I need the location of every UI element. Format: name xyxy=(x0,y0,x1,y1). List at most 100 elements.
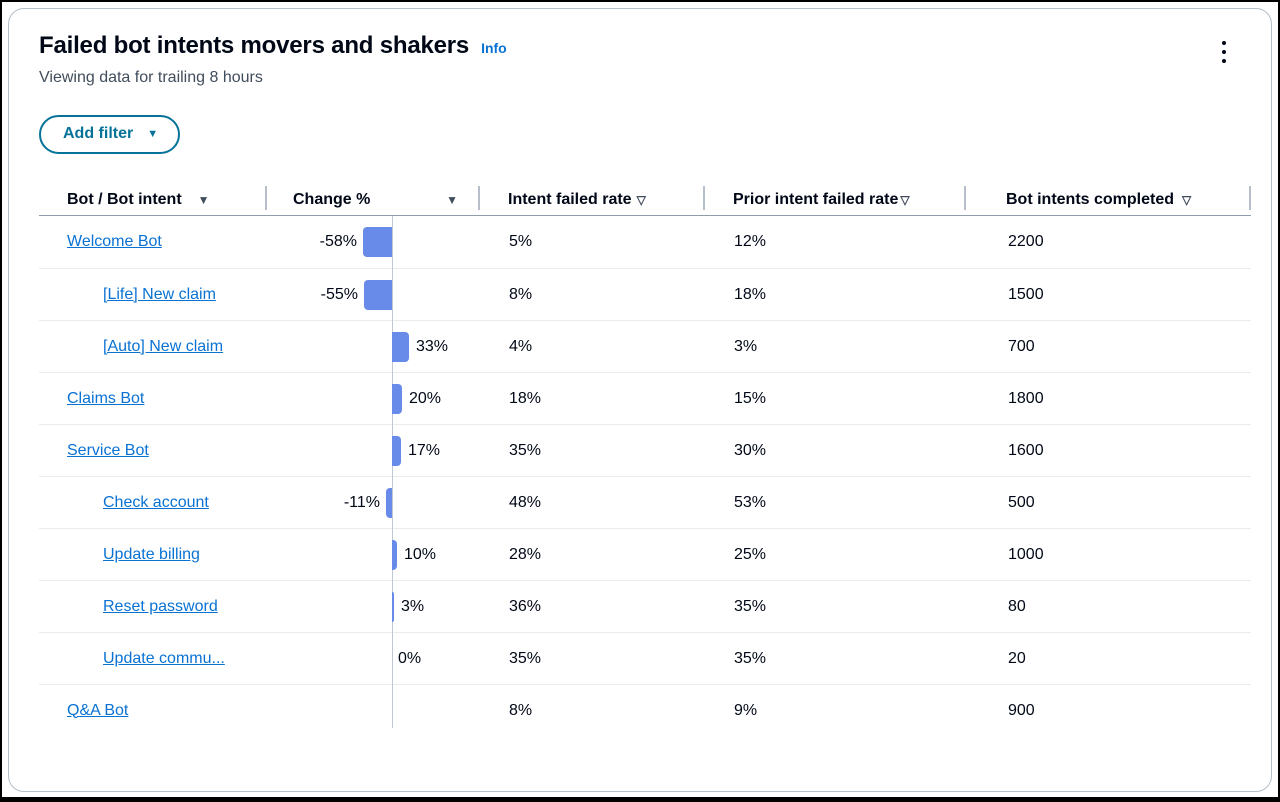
prior-intent-failed-rate-cell: 35% xyxy=(734,597,767,615)
outline-triangle-down-icon: ▽ xyxy=(636,192,646,207)
bot-intents-completed-cell: 2200 xyxy=(1008,233,1044,250)
header-text-block: Failed bot intents movers and shakers In… xyxy=(39,31,507,89)
kebab-menu-button[interactable] xyxy=(1207,35,1241,69)
change-bar xyxy=(392,435,401,466)
bot-intents-completed-cell: 1600 xyxy=(1008,441,1044,459)
change-bar xyxy=(392,383,402,414)
prior-intent-failed-rate-cell: 9% xyxy=(734,701,758,719)
intent-failed-rate-cell: 48% xyxy=(509,493,542,511)
intent-failed-rate-cell: 35% xyxy=(509,441,542,459)
bot-intent-link[interactable]: Update commu... xyxy=(103,649,225,667)
change-label: 3% xyxy=(401,597,425,615)
chart-axis-line xyxy=(392,216,393,728)
column-header-label: Bot / Bot intent xyxy=(67,190,182,208)
bot-intent-cell: Service Bot xyxy=(39,442,267,460)
outline-triangle-down-icon: ▽ xyxy=(900,192,910,207)
bot-intent-link[interactable]: Q&A Bot xyxy=(67,701,129,719)
prior-intent-failed-rate-cell: 18% xyxy=(734,285,767,303)
bot-intent-cell: Q&A Bot xyxy=(39,702,267,720)
info-link[interactable]: Info xyxy=(481,40,507,56)
bot-intent-link[interactable]: Service Bot xyxy=(67,441,149,459)
table-header-row: Bot / Bot intent ▼ Change % ▼ Intent failed … xyxy=(39,184,1251,216)
add-filter-button[interactable]: Add filter ▼ xyxy=(39,115,181,154)
prior-intent-failed-rate-cell: 15% xyxy=(734,389,767,407)
intent-failed-rate-cell: 36% xyxy=(509,597,542,615)
chevron-down-icon: ▼ xyxy=(147,127,159,140)
change-chart-cell: 0% xyxy=(267,633,480,685)
change-chart-cell: -58% xyxy=(267,216,480,268)
change-chart-cell: 10% xyxy=(267,529,480,581)
bot-intent-cell: Reset password xyxy=(39,598,267,616)
change-bar xyxy=(364,279,392,310)
intent-failed-rate-cell: 35% xyxy=(509,649,542,667)
bot-intent-cell: Welcome Bot xyxy=(39,233,267,251)
change-chart-cell: 33% xyxy=(267,321,480,373)
table-row: Update billing 10% 28% 25% 1000 xyxy=(39,528,1251,580)
change-chart-cell: 3% xyxy=(267,581,480,633)
table-body: Welcome Bot -58% 5% 12% 2200 [Life] New … xyxy=(39,216,1251,736)
viewing-data-subtitle: Viewing data for trailing 8 hours xyxy=(39,69,263,86)
intent-failed-rate-cell: 28% xyxy=(509,545,542,563)
change-label: -11% xyxy=(343,493,380,511)
change-bar xyxy=(392,591,394,622)
change-bar xyxy=(363,227,392,257)
change-label: 0% xyxy=(398,649,422,667)
table-row: Check account -11% 48% 53% 500 xyxy=(39,476,1251,528)
prior-intent-failed-rate-cell: 30% xyxy=(734,441,767,459)
intent-failed-rate-cell: 4% xyxy=(509,337,533,355)
prior-intent-failed-rate-cell: 12% xyxy=(734,233,767,250)
filled-triangle-down-icon: ▼ xyxy=(446,192,458,207)
change-label: -55% xyxy=(320,285,358,303)
page-title: Failed bot intents movers and shakers xyxy=(39,32,470,59)
prior-intent-failed-rate-cell: 35% xyxy=(734,649,767,667)
column-header-change[interactable]: Change % ▼ xyxy=(267,184,480,215)
bot-intent-link[interactable]: Welcome Bot xyxy=(67,233,162,250)
column-header-bot[interactable]: Bot / Bot intent ▼ xyxy=(39,184,267,215)
table-row: Update commu... 0% 35% 35% 20 xyxy=(39,632,1251,684)
kebab-menu-icon xyxy=(1222,41,1226,45)
add-filter-label: Add filter xyxy=(63,125,134,142)
widget-card: Failed bot intents movers and shakers In… xyxy=(8,8,1272,792)
bot-intent-cell: Update billing xyxy=(39,546,267,564)
column-header-bot-intents-completed[interactable]: Bot intents completed ▽ xyxy=(966,184,1251,215)
bot-intent-cell: [Auto] New claim xyxy=(39,338,267,356)
filled-triangle-down-icon: ▼ xyxy=(197,192,210,207)
change-label: 17% xyxy=(408,441,441,459)
bot-intent-cell: [Life] New claim xyxy=(39,286,267,304)
intent-failed-rate-cell: 18% xyxy=(509,389,542,407)
bot-intents-completed-cell: 80 xyxy=(1008,597,1026,615)
bot-intents-completed-cell: 700 xyxy=(1008,337,1035,355)
bot-intent-link[interactable]: Update billing xyxy=(103,545,200,563)
column-header-prior-intent-failed-rate[interactable]: Prior intent failed rate ▽ xyxy=(705,184,966,215)
table-row: Welcome Bot -58% 5% 12% 2200 xyxy=(39,216,1251,268)
bot-intents-completed-cell: 1800 xyxy=(1008,389,1044,407)
change-bar xyxy=(392,539,397,570)
column-header-label: Intent failed rate xyxy=(508,190,632,208)
bot-intent-cell: Update commu... xyxy=(39,650,267,668)
bot-intents-completed-cell: 900 xyxy=(1008,701,1035,719)
change-chart-cell: -55% xyxy=(267,269,480,321)
bot-intent-cell: Check account xyxy=(39,494,267,512)
bot-intent-link[interactable]: [Life] New claim xyxy=(103,285,216,303)
bot-intents-completed-cell: 1000 xyxy=(1008,545,1044,563)
table-row: [Auto] New claim 33% 4% 3% 700 xyxy=(39,320,1251,372)
column-header-label: Prior intent failed rate xyxy=(733,190,899,208)
change-bar xyxy=(386,487,392,518)
bot-intent-link[interactable]: Claims Bot xyxy=(67,389,145,407)
table-row: Service Bot 17% 35% 30% 1600 xyxy=(39,424,1251,476)
prior-intent-failed-rate-cell: 53% xyxy=(734,493,767,511)
prior-intent-failed-rate-cell: 3% xyxy=(734,337,758,355)
bot-intent-link[interactable]: Reset password xyxy=(103,597,218,615)
change-bar xyxy=(392,331,409,362)
intent-failed-rate-cell: 5% xyxy=(509,233,533,250)
change-label: 33% xyxy=(416,337,449,355)
column-header-label: Change % xyxy=(293,190,371,208)
bot-intents-completed-cell: 500 xyxy=(1008,493,1035,511)
bot-intent-link[interactable]: [Auto] New claim xyxy=(103,337,224,355)
intent-failed-rate-cell: 8% xyxy=(509,701,533,719)
bot-intent-link[interactable]: Check account xyxy=(103,493,209,511)
change-chart-cell: -11% xyxy=(267,477,480,529)
column-header-intent-failed-rate[interactable]: Intent failed rate ▽ xyxy=(480,184,705,215)
change-chart-cell: 17% xyxy=(267,425,480,477)
